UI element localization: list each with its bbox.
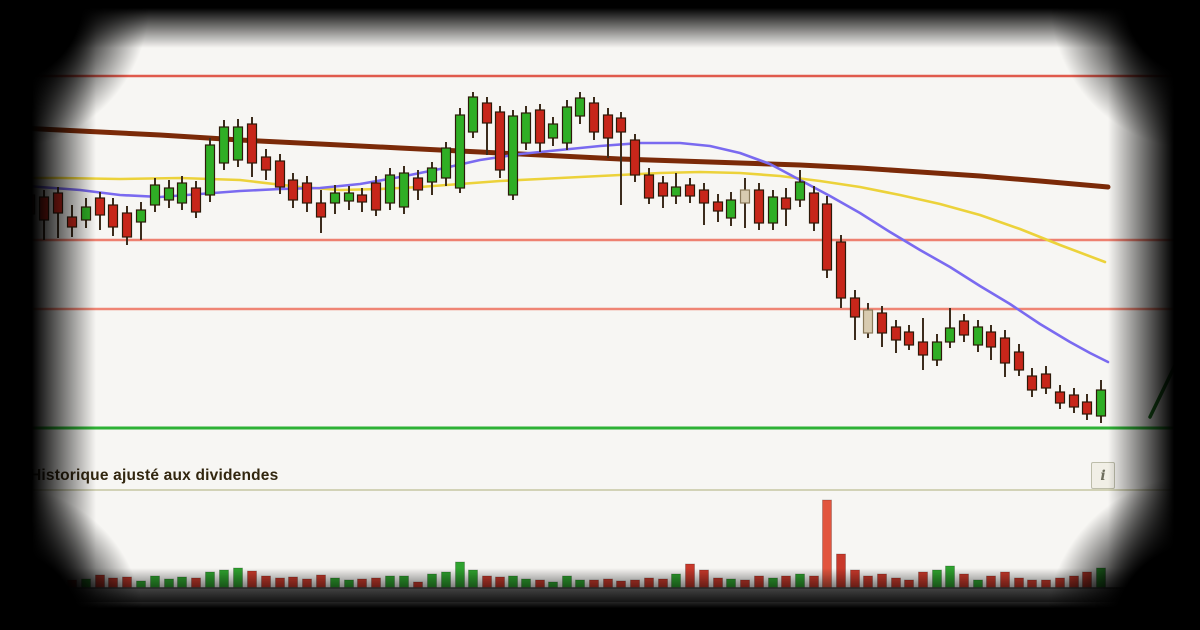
info-icon[interactable]: i [1091, 462, 1115, 489]
trend-line-layer [1148, 318, 1199, 419]
volume-layer [0, 489, 1200, 602]
moving-averages-layer [0, 124, 1111, 364]
volume-panel-title: Historique ajusté aux dividendes [30, 467, 279, 484]
candles-layer [24, 92, 1107, 423]
panel-label-fragment: n [2, 467, 12, 484]
